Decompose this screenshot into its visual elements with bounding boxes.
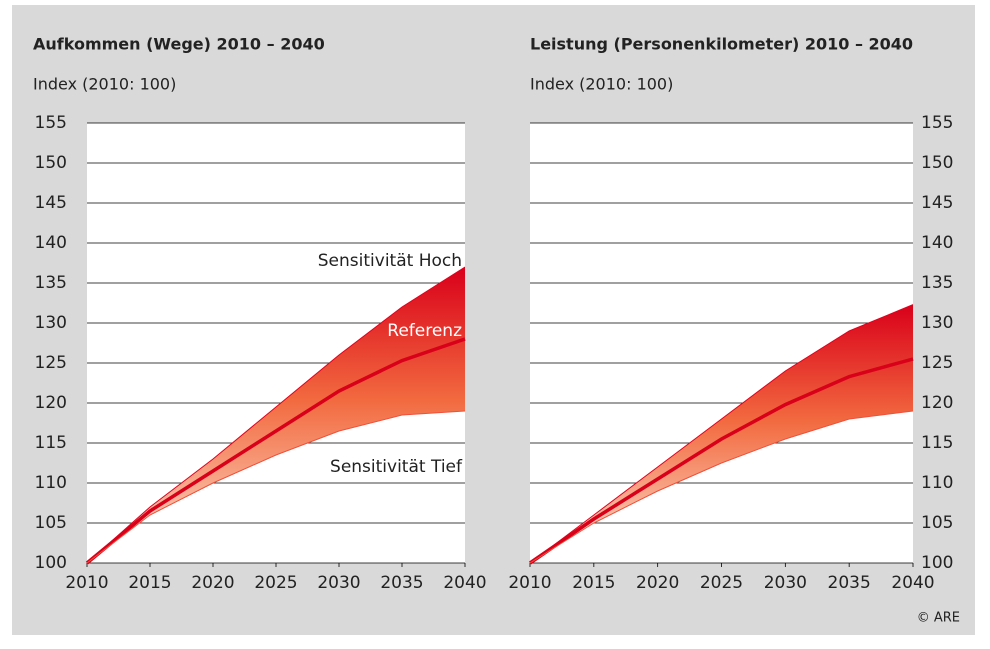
y-tick-label: 120 [921,393,953,413]
y-tick-label: 100 [35,553,67,573]
chart-subtitle: Index (2010: 100) [530,75,673,94]
y-tick-label: 100 [921,553,953,573]
y-tick-label: 135 [921,273,953,293]
x-tick-label: 2030 [764,573,807,593]
y-tick-label: 135 [35,273,67,293]
y-tick-label: 145 [921,193,953,213]
y-tick-label: 155 [921,113,953,133]
y-tick-label: 115 [921,433,953,453]
series-label: Sensitivität Tief [330,457,463,477]
y-tick-label: 150 [921,153,953,173]
x-tick-label: 2035 [380,573,423,593]
chart-subtitle: Index (2010: 100) [33,75,176,94]
y-tick-label: 125 [921,353,953,373]
y-tick-label: 115 [35,433,67,453]
x-tick-label: 2040 [443,573,486,593]
series-line [529,304,914,564]
y-tick-label: 145 [35,193,67,213]
y-tick-label: 105 [921,513,953,533]
series-line [529,410,914,564]
y-tick-label: 140 [35,233,67,253]
x-tick-label: 2015 [572,573,615,593]
chart-title: Aufkommen (Wege) 2010 – 2040 [33,35,325,54]
y-tick-label: 110 [921,473,953,493]
series-label: Sensitivität Hoch [318,251,462,271]
x-tick-label: 2020 [191,573,234,593]
series-line [86,410,466,564]
x-tick-label: 2035 [828,573,871,593]
chart-title: Leistung (Personenkilometer) 2010 – 2040 [530,35,913,54]
x-tick-label: 2040 [891,573,934,593]
x-tick-label: 2010 [508,573,551,593]
x-tick-label: 2030 [317,573,360,593]
x-tick-label: 2025 [254,573,297,593]
y-tick-label: 140 [921,233,953,253]
y-tick-label: 120 [35,393,67,413]
y-tick-label: 130 [35,313,67,333]
series-line [529,357,914,565]
x-tick-label: 2025 [700,573,743,593]
x-tick-label: 2010 [65,573,108,593]
series-line [85,337,466,565]
y-tick-label: 125 [35,353,67,373]
y-tick-label: 155 [35,113,67,133]
series-line [86,266,466,564]
x-tick-label: 2020 [636,573,679,593]
y-tick-label: 150 [35,153,67,173]
series-label: Referenz [387,321,462,341]
y-tick-label: 110 [35,473,67,493]
y-tick-label: 130 [921,313,953,333]
source: © ARE [917,611,960,626]
x-tick-label: 2015 [128,573,171,593]
y-tick-label: 105 [35,513,67,533]
